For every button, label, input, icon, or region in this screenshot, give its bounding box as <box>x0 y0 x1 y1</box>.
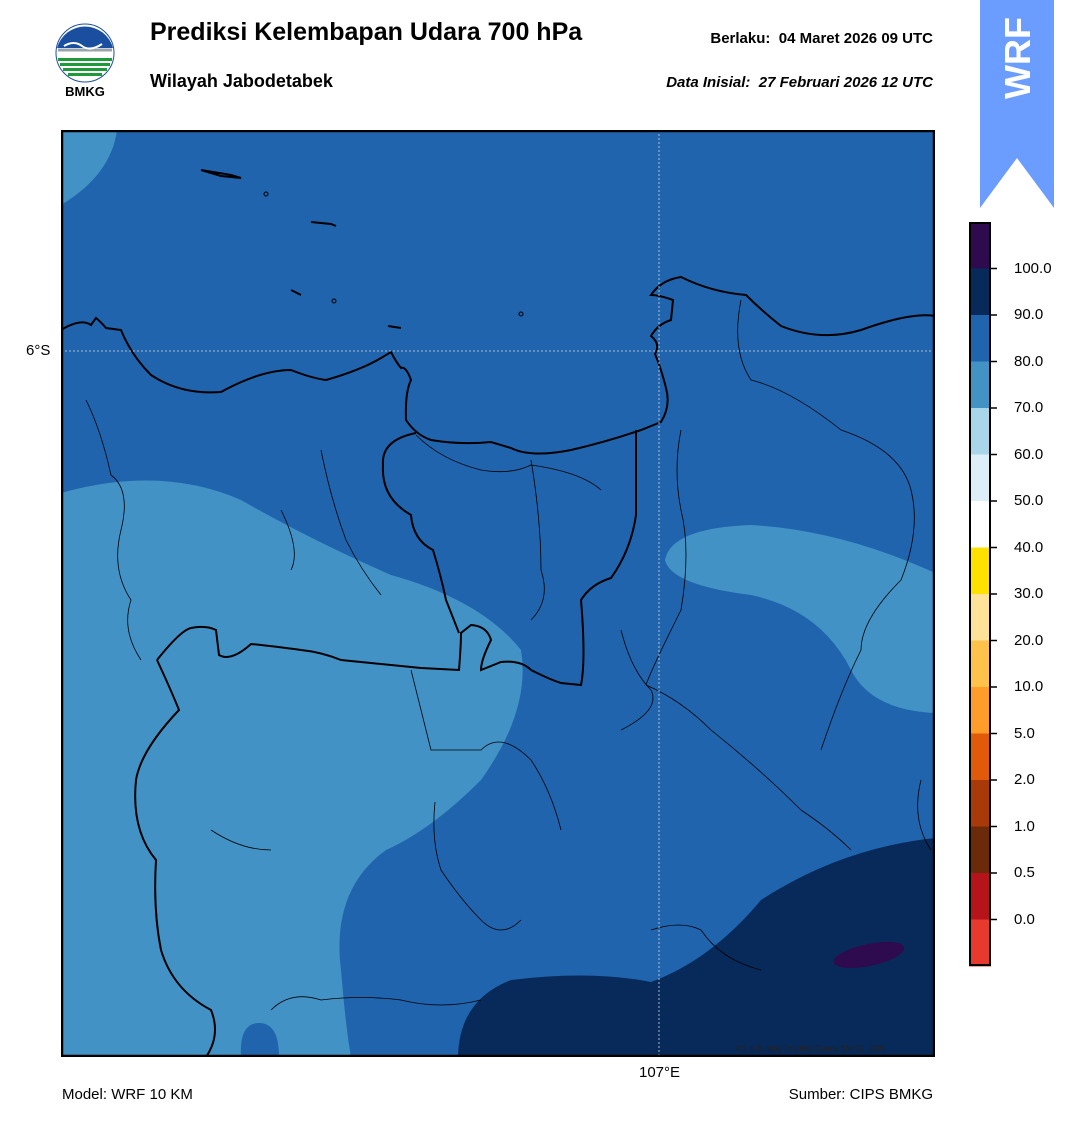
humidity-zone-100 <box>833 941 905 969</box>
humidity-zone-90 <box>458 838 935 1057</box>
regency-boundaries <box>85 299 932 1011</box>
bmkg-logo-icon <box>55 23 115 83</box>
colorbar-label: 5.0 <box>1014 724 1035 742</box>
logo-text: BMKG <box>65 84 105 99</box>
colorbar-swatch <box>969 640 991 688</box>
colorbar-label: 50.0 <box>1014 492 1044 509</box>
humidity-zone-70-nw <box>61 130 117 205</box>
colorbar-label: 20.0 <box>1014 631 1044 649</box>
map-credit: ©Sub Bidang Prediksi Cuaca BMKG, 2020 <box>735 1044 887 1053</box>
colorbar-swatch <box>969 454 991 502</box>
map-frame <box>61 130 935 1057</box>
wrf-badge: WRF <box>980 0 1054 208</box>
lon-tick-label: 107°E <box>639 1064 681 1081</box>
island <box>310 221 337 227</box>
colorbar-label: 30.0 <box>1014 585 1044 602</box>
colorbar-swatch <box>969 547 991 595</box>
colorbar-swatch <box>969 687 991 734</box>
colorbar-label: 1.0 <box>1014 817 1035 835</box>
colorbar-swatch <box>969 361 991 409</box>
colorbar-label: 60.0 <box>1014 445 1044 463</box>
colorbar-swatch <box>969 315 991 362</box>
island <box>290 289 302 296</box>
lat-tick-label: 6°S <box>26 342 51 359</box>
colorbar-label: 80.0 <box>1014 352 1044 370</box>
colorbar-label: 2.0 <box>1014 771 1035 788</box>
colorbar-label: 0.5 <box>1014 864 1035 881</box>
init-time: Data Inisial: 27 Februari 2026 12 UTC <box>666 74 933 91</box>
source-label: Sumber: CIPS BMKG <box>788 1086 933 1103</box>
colorbar <box>969 222 997 967</box>
colorbar-label: 40.0 <box>1014 538 1044 556</box>
colorbar-label: 90.0 <box>1014 306 1044 323</box>
colorbar-swatch <box>969 873 991 920</box>
valid-value: 04 Maret 2026 09 UTC <box>778 30 933 47</box>
humidity-zone-70-west <box>61 480 523 1057</box>
map-subtitle: Wilayah Jabodetabek <box>150 71 333 91</box>
colorbar-swatch <box>969 222 991 269</box>
init-label: Data Inisial: <box>666 74 751 91</box>
province-boundary <box>134 659 216 1057</box>
valid-label: Berlaku: <box>710 30 771 47</box>
province-boundary <box>156 430 637 687</box>
colorbar-swatch <box>969 919 991 967</box>
province-boundary <box>381 432 460 634</box>
model-label: Model: WRF 10 KM <box>62 1086 193 1103</box>
island <box>200 169 242 179</box>
colorbar-swatch <box>969 733 991 781</box>
wrf-badge-text: WRF <box>997 17 1038 99</box>
map-title: Prediksi Kelembapan Udara 700 hPa <box>150 18 583 46</box>
colorbar-swatch <box>969 780 991 827</box>
colorbar-swatch <box>969 268 991 316</box>
init-value: 27 Februari 2026 12 UTC <box>758 74 933 91</box>
valid-time: Berlaku: 04 Maret 2026 09 UTC <box>710 30 933 47</box>
colorbar-label: 10.0 <box>1014 678 1044 695</box>
colorbar-swatch <box>969 408 991 455</box>
humidity-zone-80-south <box>240 1023 279 1057</box>
colorbar-swatch <box>969 594 991 641</box>
colorbar-swatch <box>969 501 991 548</box>
colorbar-label: 0.0 <box>1014 910 1035 928</box>
colorbar-label: 70.0 <box>1014 399 1044 416</box>
colorbar-swatch <box>969 826 991 874</box>
colorbar-label: 100.0 <box>1014 259 1052 277</box>
humidity-map <box>61 130 935 1057</box>
island <box>387 325 402 329</box>
coastline <box>61 275 935 455</box>
humidity-zone-70-east <box>665 525 935 713</box>
